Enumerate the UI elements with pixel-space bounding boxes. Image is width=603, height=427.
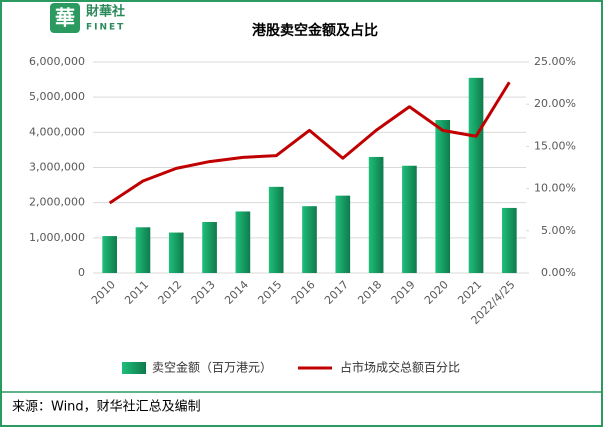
y2-tick-label: 0.00% (541, 266, 576, 279)
bar (268, 186, 284, 273)
y-tick-label: 0 (78, 266, 85, 279)
legend-label: 卖空金额（百万港元） (152, 360, 272, 375)
bar (102, 236, 117, 273)
line (108, 81, 511, 205)
bar (168, 232, 184, 273)
bar (235, 211, 251, 273)
y2-tick-label: 5.00% (541, 224, 576, 237)
bar (368, 156, 384, 273)
chart-title: 港股卖空金额及占比 (252, 22, 378, 39)
y-tick-label: 5,000,000 (29, 90, 85, 103)
y-tick-label: 4,000,000 (29, 125, 85, 138)
y-tick-label: 2,000,000 (29, 196, 85, 209)
bar (202, 222, 217, 273)
y2-tick-label: 20.00% (534, 97, 576, 110)
logo-mark-bg (50, 3, 80, 33)
y-tick-label: 3,000,000 (29, 161, 85, 174)
y-tick-label: 6,000,000 (29, 55, 85, 68)
legend-swatch (122, 362, 146, 374)
legend-label: 占市场成交总额百分比 (340, 360, 460, 375)
logo-latin: FINET (86, 23, 125, 33)
bar (402, 165, 417, 273)
bar (335, 195, 351, 273)
bar (468, 77, 484, 273)
source: 来源：Wind，财华社汇总及编制 (12, 399, 201, 415)
bar (302, 206, 317, 273)
bar (435, 120, 451, 274)
logo-name: 財華社 (85, 4, 125, 20)
logo-mark: 華 (55, 6, 75, 30)
bar (502, 207, 517, 273)
y2-tick-label: 25.00% (534, 55, 576, 68)
y2-tick-label: 10.00% (534, 182, 576, 195)
bar (135, 227, 151, 273)
y2-tick-label: 15.00% (534, 139, 576, 152)
y-tick-label: 1,000,000 (29, 231, 85, 244)
